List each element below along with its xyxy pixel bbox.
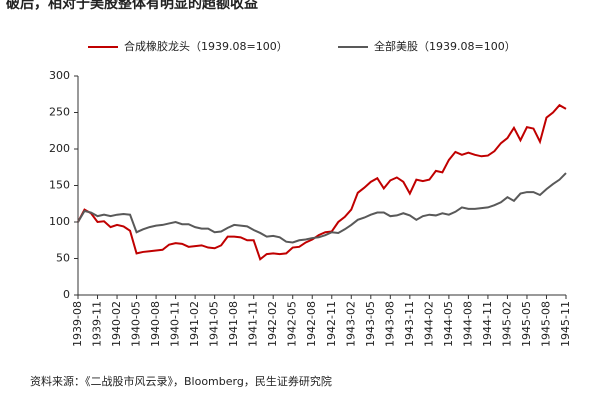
x-tick-label: 1943-02 — [344, 301, 357, 347]
x-tick-label: 1943-11 — [403, 301, 416, 347]
x-tick-label: 1945-02 — [500, 301, 513, 347]
x-tick-label: 1940-02 — [110, 301, 123, 347]
series-line — [77, 103, 567, 261]
x-tick-label: 1942-08 — [305, 301, 318, 347]
x-tick-label: 1939-08 — [71, 301, 84, 347]
legend-label: 合成橡胶龙头（1939.08=100） — [124, 39, 288, 53]
x-tick-label: 1944-11 — [481, 301, 494, 347]
x-tick-label: 1940-08 — [149, 301, 162, 347]
x-tick-label: 1944-02 — [422, 301, 435, 347]
x-tick-label: 1940-11 — [169, 301, 182, 347]
y-tick-label: 100 — [49, 215, 70, 228]
y-tick-label: 250 — [49, 106, 70, 119]
series-line — [77, 172, 567, 244]
x-tick-label: 1942-05 — [286, 301, 299, 347]
source-note: 资料来源：《二战股市风云录》，Bloomberg，民生证券研究院 — [30, 374, 332, 388]
x-tick-label: 1940-05 — [130, 301, 143, 347]
y-tick-label: 300 — [49, 69, 70, 82]
x-tick-label: 1945-05 — [520, 301, 533, 347]
x-tick-label: 1944-05 — [442, 301, 455, 347]
x-tick-label: 1941-05 — [208, 301, 221, 347]
y-tick-label: 150 — [49, 179, 70, 192]
x-tick-label: 1943-08 — [383, 301, 396, 347]
x-tick-label: 1941-08 — [227, 301, 240, 347]
x-tick-label: 1941-11 — [247, 301, 260, 347]
x-tick-label: 1942-11 — [325, 301, 338, 347]
x-tick-label: 1944-08 — [461, 301, 474, 347]
x-tick-label: 1939-11 — [91, 301, 104, 347]
x-tick-label: 1943-05 — [364, 301, 377, 347]
x-tick-label: 1942-02 — [266, 301, 279, 347]
x-tick-label: 1941-02 — [188, 301, 201, 347]
x-tick-label: 1945-08 — [539, 301, 552, 347]
y-tick-label: 50 — [56, 252, 70, 265]
legend-label: 全部美股（1939.08=100） — [374, 39, 516, 53]
chart-title: 破后，相对于美股整体有明显的超额收益 — [6, 0, 258, 12]
y-tick-label: 0 — [63, 288, 70, 301]
y-tick-label: 200 — [49, 142, 70, 155]
x-tick-label: 1945-11 — [559, 301, 572, 347]
